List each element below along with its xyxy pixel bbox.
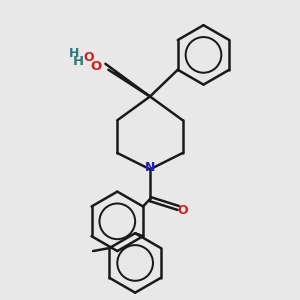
Text: O: O: [177, 204, 188, 218]
Text: O: O: [84, 51, 94, 64]
Text: H: H: [73, 55, 84, 68]
Text: N: N: [145, 161, 155, 174]
Text: H: H: [69, 47, 80, 60]
Text: O: O: [91, 60, 102, 73]
